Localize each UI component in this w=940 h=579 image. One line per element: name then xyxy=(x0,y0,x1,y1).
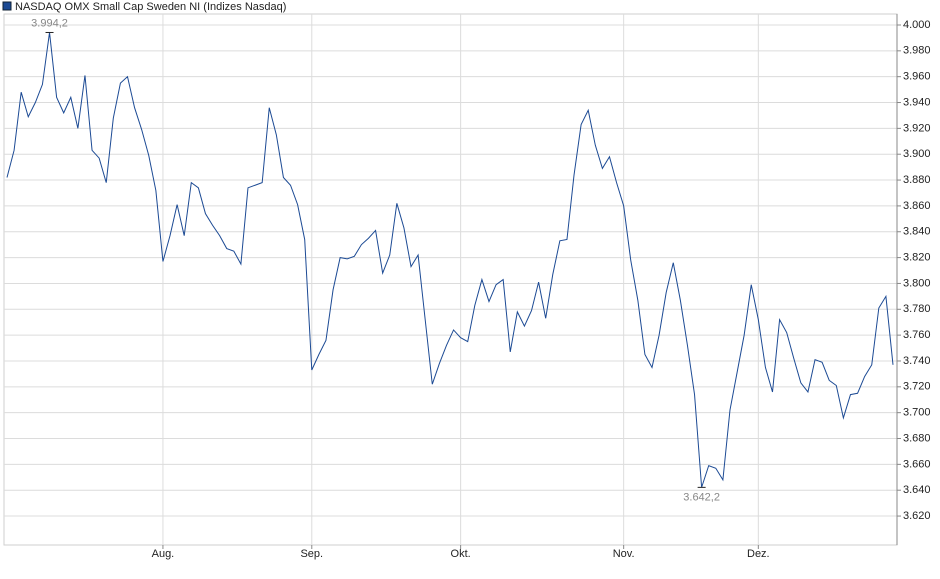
y-tick-label: 3.800 xyxy=(903,277,931,289)
y-tick-label: 3.940 xyxy=(903,96,931,108)
y-tick-label: 3.720 xyxy=(903,381,931,393)
y-tick-label: 3.620 xyxy=(903,510,931,522)
y-tick-label: 4.000 xyxy=(903,19,931,31)
legend-label: NASDAQ OMX Small Cap Sweden NI (Indizes … xyxy=(15,1,286,13)
y-tick-label: 3.640 xyxy=(903,484,931,496)
y-tick-label: 3.920 xyxy=(903,122,931,134)
y-tick-label: 3.760 xyxy=(903,329,931,341)
y-tick-label: 3.900 xyxy=(903,148,931,160)
y-tick-label: 3.700 xyxy=(903,407,931,419)
value-label: 3.642,2 xyxy=(683,491,720,503)
y-tick-label: 3.840 xyxy=(903,226,931,238)
x-tick-label: Nov. xyxy=(613,548,635,560)
y-tick-label: 3.960 xyxy=(903,71,931,83)
y-tick-label: 3.780 xyxy=(903,303,931,315)
legend-swatch xyxy=(2,1,12,11)
y-tick-label: 3.980 xyxy=(903,45,931,57)
series-line xyxy=(6,32,894,488)
y-tick-label: 3.740 xyxy=(903,355,931,367)
y-tick-label: 3.680 xyxy=(903,432,931,444)
y-tick-label: 3.660 xyxy=(903,458,931,470)
y-tick-label: 3.880 xyxy=(903,174,931,186)
value-label: 3.994,2 xyxy=(31,17,68,29)
x-tick-label: Dez. xyxy=(747,548,770,560)
x-tick-label: Aug. xyxy=(152,548,175,560)
x-tick-label: Sep. xyxy=(300,548,323,560)
y-tick-label: 3.820 xyxy=(903,252,931,264)
x-tick-label: Okt. xyxy=(451,548,471,560)
plot-frame xyxy=(3,13,898,546)
y-tick-label: 3.860 xyxy=(903,200,931,212)
